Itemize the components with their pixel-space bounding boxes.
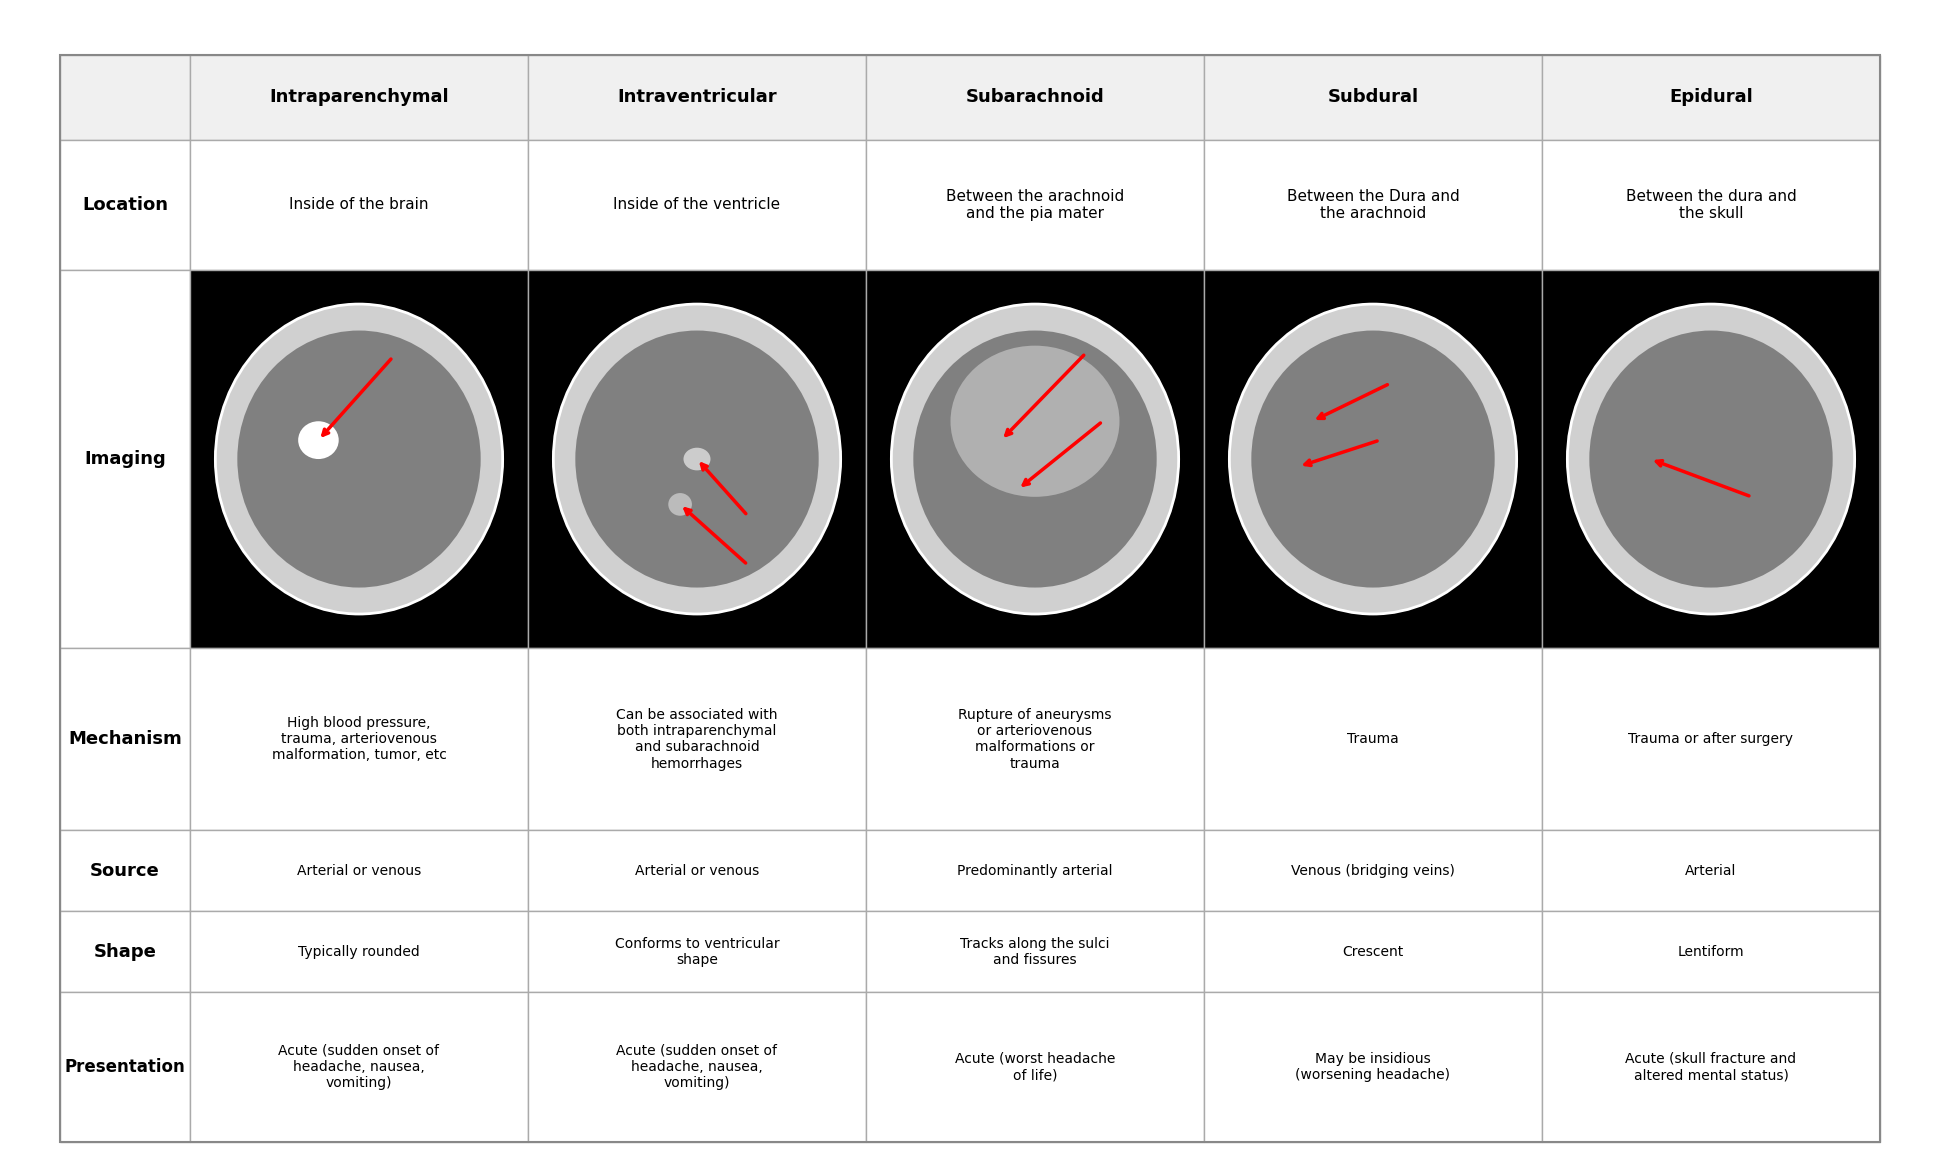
- Text: Trauma: Trauma: [1346, 732, 1398, 746]
- Bar: [1542, 139, 1879, 270]
- Text: May be insidious
(worsening headache): May be insidious (worsening headache): [1295, 1052, 1450, 1082]
- Bar: [865, 648, 1204, 831]
- Text: Subdural: Subdural: [1326, 88, 1417, 107]
- Bar: [60, 648, 190, 831]
- Bar: [527, 139, 865, 270]
- Bar: [1542, 911, 1879, 992]
- Text: Between the Dura and
the arachnoid: Between the Dura and the arachnoid: [1286, 188, 1458, 221]
- Text: Inside of the ventricle: Inside of the ventricle: [613, 198, 779, 213]
- Ellipse shape: [237, 330, 481, 588]
- Ellipse shape: [683, 447, 710, 471]
- Bar: [865, 992, 1204, 1142]
- Bar: [60, 139, 190, 270]
- Text: Crescent: Crescent: [1342, 945, 1404, 959]
- Bar: [865, 55, 1204, 139]
- Text: Venous (bridging veins): Venous (bridging veins): [1289, 863, 1454, 878]
- Ellipse shape: [1567, 304, 1854, 614]
- Bar: [865, 911, 1204, 992]
- Bar: [527, 648, 865, 831]
- Bar: [527, 831, 865, 911]
- Bar: [1204, 911, 1542, 992]
- Bar: [527, 992, 865, 1142]
- Text: Acute (sudden onset of
headache, nausea,
vomiting): Acute (sudden onset of headache, nausea,…: [617, 1043, 778, 1090]
- Ellipse shape: [215, 304, 502, 614]
- Text: Between the dura and
the skull: Between the dura and the skull: [1625, 188, 1796, 221]
- Bar: [1542, 831, 1879, 911]
- Text: High blood pressure,
trauma, arteriovenous
malformation, tumor, etc: High blood pressure, trauma, arterioveno…: [271, 716, 446, 762]
- Text: Can be associated with
both intraparenchymal
and subarachnoid
hemorrhages: Can be associated with both intraparench…: [617, 708, 778, 770]
- Bar: [865, 270, 1204, 648]
- Bar: [60, 992, 190, 1142]
- Text: Typically rounded: Typically rounded: [299, 945, 419, 959]
- Bar: [1204, 139, 1542, 270]
- Text: Shape: Shape: [93, 942, 157, 961]
- Bar: [60, 911, 190, 992]
- Text: Mechanism: Mechanism: [68, 730, 182, 748]
- Ellipse shape: [1229, 304, 1516, 614]
- Bar: [1542, 992, 1879, 1142]
- Bar: [190, 992, 527, 1142]
- Ellipse shape: [299, 422, 339, 459]
- Text: Between the arachnoid
and the pia mater: Between the arachnoid and the pia mater: [946, 188, 1123, 221]
- Ellipse shape: [553, 304, 840, 614]
- Bar: [1204, 270, 1542, 648]
- Ellipse shape: [1251, 330, 1493, 588]
- Text: Acute (skull fracture and
altered mental status): Acute (skull fracture and altered mental…: [1625, 1052, 1796, 1082]
- Bar: [1204, 831, 1542, 911]
- Text: Trauma or after surgery: Trauma or after surgery: [1627, 732, 1792, 746]
- Bar: [1204, 992, 1542, 1142]
- Ellipse shape: [667, 493, 692, 516]
- Text: Tracks along the sulci
and fissures: Tracks along the sulci and fissures: [960, 937, 1109, 967]
- Text: Lentiform: Lentiform: [1677, 945, 1743, 959]
- Bar: [190, 831, 527, 911]
- Text: Rupture of aneurysms
or arteriovenous
malformations or
trauma: Rupture of aneurysms or arteriovenous ma…: [958, 708, 1111, 770]
- Text: Presentation: Presentation: [64, 1059, 186, 1076]
- Bar: [1542, 270, 1879, 648]
- Text: Intraparenchymal: Intraparenchymal: [270, 88, 448, 107]
- Text: Subarachnoid: Subarachnoid: [966, 88, 1103, 107]
- Text: Imaging: Imaging: [83, 450, 167, 468]
- Bar: [190, 139, 527, 270]
- Bar: [865, 139, 1204, 270]
- Bar: [1204, 55, 1542, 139]
- Ellipse shape: [576, 330, 818, 588]
- Bar: [60, 831, 190, 911]
- Bar: [60, 55, 190, 139]
- Text: Acute (sudden onset of
headache, nausea,
vomiting): Acute (sudden onset of headache, nausea,…: [279, 1043, 440, 1090]
- Ellipse shape: [913, 330, 1156, 588]
- Bar: [527, 270, 865, 648]
- Text: Epidural: Epidural: [1668, 88, 1753, 107]
- Bar: [60, 270, 190, 648]
- Text: Conforms to ventricular
shape: Conforms to ventricular shape: [615, 937, 779, 967]
- Text: Predominantly arterial: Predominantly arterial: [956, 863, 1113, 878]
- Text: Arterial: Arterial: [1685, 863, 1735, 878]
- Bar: [190, 648, 527, 831]
- Bar: [190, 911, 527, 992]
- Text: Intraventricular: Intraventricular: [617, 88, 776, 107]
- Bar: [190, 270, 527, 648]
- Bar: [1542, 55, 1879, 139]
- Text: Arterial or venous: Arterial or venous: [634, 863, 758, 878]
- Ellipse shape: [950, 345, 1119, 497]
- Text: Inside of the brain: Inside of the brain: [289, 198, 429, 213]
- Bar: [865, 831, 1204, 911]
- Bar: [527, 911, 865, 992]
- Bar: [527, 55, 865, 139]
- Ellipse shape: [890, 304, 1179, 614]
- Text: Source: Source: [89, 862, 159, 880]
- Bar: [1542, 648, 1879, 831]
- Bar: [190, 55, 527, 139]
- Bar: [1204, 648, 1542, 831]
- Text: Arterial or venous: Arterial or venous: [297, 863, 421, 878]
- Ellipse shape: [1588, 330, 1832, 588]
- Text: Location: Location: [81, 196, 169, 214]
- Text: Acute (worst headache
of life): Acute (worst headache of life): [954, 1052, 1115, 1082]
